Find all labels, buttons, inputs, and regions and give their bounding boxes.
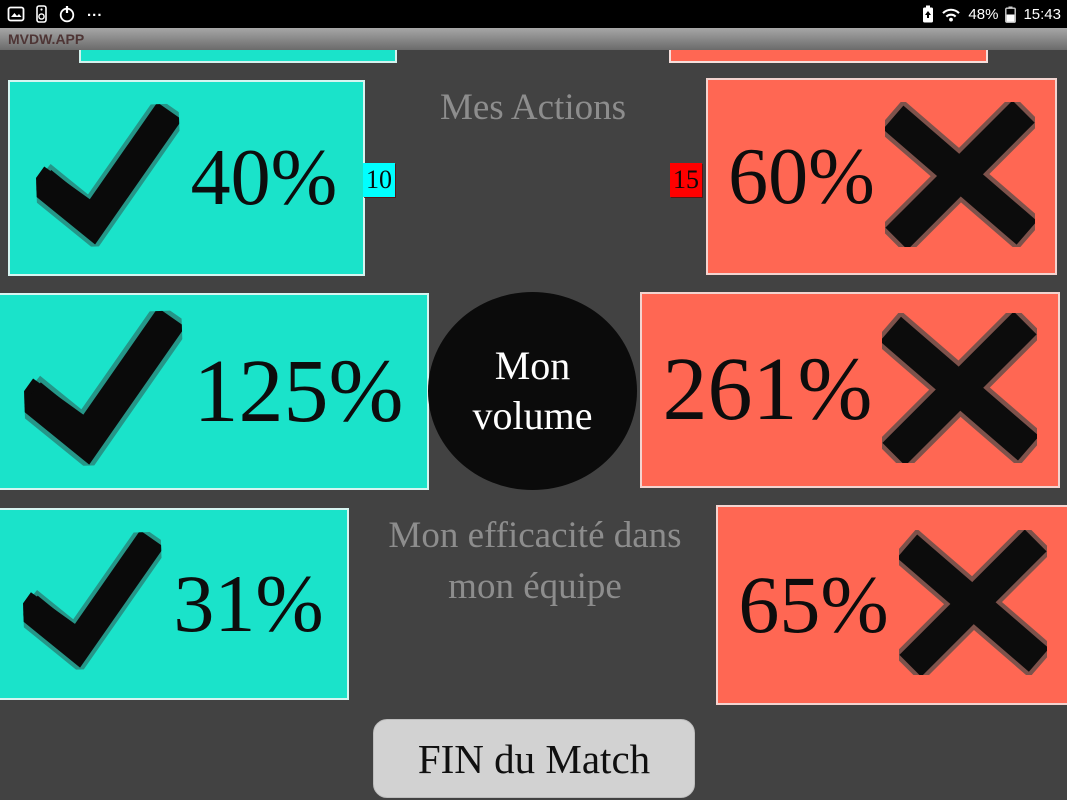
status-bar-left: ...: [0, 2, 103, 23]
section-label-efficiency: Mon efficacité dans mon équipe: [388, 515, 682, 608]
partial-positive-box: [79, 50, 397, 63]
app-title: MVDW.APP: [8, 31, 85, 47]
positive-stat-box-volume[interactable]: 125%: [0, 293, 429, 490]
status-bar: ... 48% 15:43: [0, 0, 1067, 28]
main-content: Mes Actions 40% 10 15 60%: [0, 50, 1067, 800]
checkmark-icon: [12, 301, 192, 472]
battery-saver-icon: [922, 5, 934, 23]
cross-icon: [890, 523, 1055, 683]
negative-stat-box-volume[interactable]: 261%: [640, 292, 1060, 488]
negative-count-badge: 15: [670, 163, 702, 197]
checkmark-icon: [13, 524, 171, 674]
section-label-actions: Mes Actions: [439, 87, 627, 128]
positive-stat-box-efficiency[interactable]: 31%: [0, 508, 349, 700]
app-title-bar: MVDW.APP: [0, 28, 1067, 50]
stat-value: 261%: [662, 340, 873, 439]
negative-stat-box-efficiency[interactable]: 65%: [716, 505, 1067, 705]
stat-value: 125%: [193, 341, 404, 441]
positive-stat-box-actions[interactable]: 40%: [8, 80, 365, 276]
wifi-icon: [941, 6, 961, 22]
stat-value: 31%: [173, 558, 324, 649]
speaker-icon: [36, 5, 47, 23]
stat-value: 65%: [738, 559, 889, 650]
battery-icon: [1005, 6, 1017, 23]
stat-value: 60%: [728, 132, 875, 221]
more-dots-icon: ...: [87, 2, 103, 20]
cross-icon: [874, 304, 1046, 472]
battery-percent: 48%: [968, 5, 999, 23]
clock-time: 15:43: [1023, 5, 1061, 23]
status-bar-right: 48% 15:43: [922, 5, 1067, 23]
positive-count-badge: 10: [363, 163, 395, 197]
partial-negative-box: [669, 50, 988, 63]
checkmark-icon: [25, 95, 188, 251]
negative-stat-box-actions[interactable]: 60%: [706, 78, 1057, 275]
cross-icon: [876, 93, 1044, 256]
stat-value: 40%: [190, 134, 338, 222]
screenshot-icon: [7, 5, 25, 23]
power-icon: [58, 5, 76, 23]
volume-circle: Mon volume: [428, 292, 637, 490]
end-match-button[interactable]: FIN du Match: [373, 719, 695, 798]
